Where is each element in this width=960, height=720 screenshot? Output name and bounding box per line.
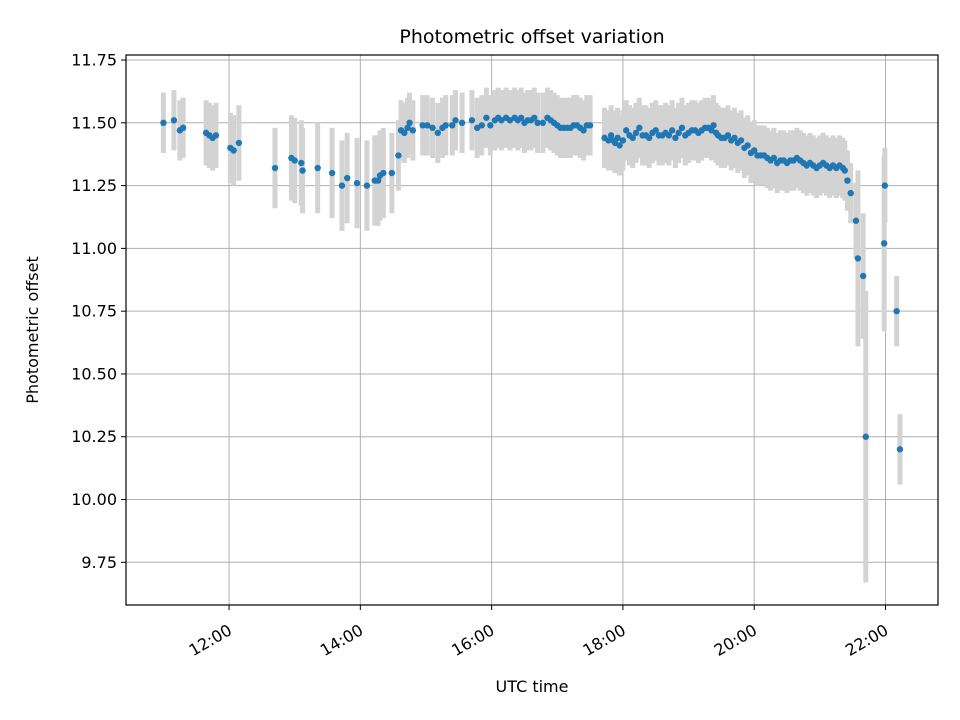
data-point [160, 119, 167, 127]
y-tick-label: 11.25 [71, 176, 117, 195]
x-axis-label: UTC time [496, 677, 569, 696]
data-point [859, 272, 867, 280]
data-point [896, 446, 904, 453]
data-point [434, 129, 442, 137]
data-point [678, 124, 686, 132]
y-tick-label: 11.50 [71, 113, 117, 132]
y-tick-label: 11.00 [71, 239, 117, 258]
data-point [271, 164, 279, 172]
data-point [665, 132, 673, 139]
data-point [468, 117, 476, 124]
data-point [531, 114, 538, 121]
data-point [770, 154, 778, 162]
data-point [724, 132, 732, 139]
data-point [614, 134, 621, 142]
data-point [534, 119, 541, 127]
data-point [314, 164, 321, 172]
data-point [844, 177, 851, 184]
data-point [404, 124, 411, 132]
data-point [298, 159, 305, 167]
y-tick-label: 10.75 [71, 302, 117, 321]
data-point [675, 129, 682, 137]
data-points [160, 114, 904, 453]
data-point [452, 117, 459, 124]
data-point [212, 132, 220, 139]
data-point [852, 217, 860, 224]
data-point [607, 132, 615, 139]
data-point [406, 119, 413, 127]
data-point [235, 139, 243, 147]
data-point [862, 433, 869, 440]
data-point [632, 129, 640, 137]
data-point [619, 137, 627, 144]
data-point [751, 147, 758, 154]
data-point [737, 137, 745, 144]
data-point [170, 117, 178, 124]
plot-area-frame [125, 54, 939, 606]
data-point [374, 177, 382, 184]
data-point [605, 137, 612, 144]
data-point [442, 122, 449, 129]
y-axis-ticks: 9.75 10.00 10.25 10.50 10.75 11.00 11.25 11.50 1… [71, 51, 126, 572]
y-tick-label: 10.25 [71, 427, 117, 446]
data-point [710, 122, 717, 129]
data-point [395, 152, 402, 159]
data-point [424, 122, 431, 129]
data-point [291, 157, 298, 164]
y-tick-label: 11.75 [71, 51, 117, 70]
data-point [854, 255, 862, 262]
data-point [517, 114, 525, 121]
data-point [429, 124, 436, 132]
data-point [841, 167, 848, 174]
data-point [744, 142, 751, 149]
data-point [230, 147, 237, 154]
data-point [419, 122, 426, 129]
data-point [363, 182, 371, 189]
data-point [179, 124, 187, 132]
data-point [672, 134, 679, 142]
chart-title: Photometric offset variation [399, 26, 664, 48]
y-tick-label: 10.50 [71, 364, 117, 383]
data-point [629, 134, 636, 142]
data-point [622, 127, 630, 134]
data-point [380, 169, 387, 177]
y-tick-label: 10.00 [71, 490, 117, 509]
data-point [580, 127, 587, 134]
data-point [652, 127, 659, 134]
data-point [483, 114, 490, 121]
data-point [880, 240, 888, 247]
data-point [616, 142, 623, 149]
data-point [449, 122, 456, 129]
data-point [344, 174, 351, 182]
data-point [645, 134, 653, 142]
data-point [636, 124, 643, 132]
data-point [668, 127, 676, 134]
data-point [299, 167, 306, 174]
data-point [338, 182, 346, 189]
y-tick-label: 9.75 [81, 553, 117, 572]
data-point [847, 189, 854, 197]
data-point [328, 169, 336, 177]
data-point [458, 119, 466, 127]
data-point [401, 129, 408, 137]
data-point [893, 307, 900, 315]
data-point [487, 122, 494, 129]
data-point [731, 134, 738, 142]
data-point [539, 119, 547, 127]
data-point [388, 169, 396, 177]
data-point [586, 122, 594, 129]
y-axis-label: Photometric offset [23, 256, 42, 404]
data-point [881, 182, 889, 189]
data-point [478, 122, 485, 129]
data-point [353, 179, 361, 187]
data-point [409, 127, 417, 134]
